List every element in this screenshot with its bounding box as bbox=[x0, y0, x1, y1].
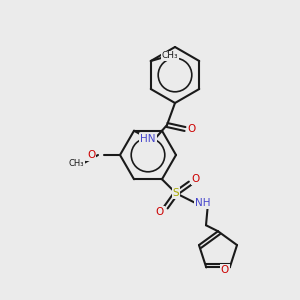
Text: O: O bbox=[87, 150, 95, 160]
Text: NH: NH bbox=[195, 198, 211, 208]
Text: CH₃: CH₃ bbox=[68, 160, 84, 169]
Text: O: O bbox=[156, 207, 164, 217]
Text: CH₃: CH₃ bbox=[161, 52, 178, 61]
Text: O: O bbox=[192, 174, 200, 184]
Text: O: O bbox=[220, 266, 229, 275]
Text: S: S bbox=[173, 188, 179, 198]
Text: HN: HN bbox=[140, 134, 156, 144]
Text: O: O bbox=[188, 124, 196, 134]
